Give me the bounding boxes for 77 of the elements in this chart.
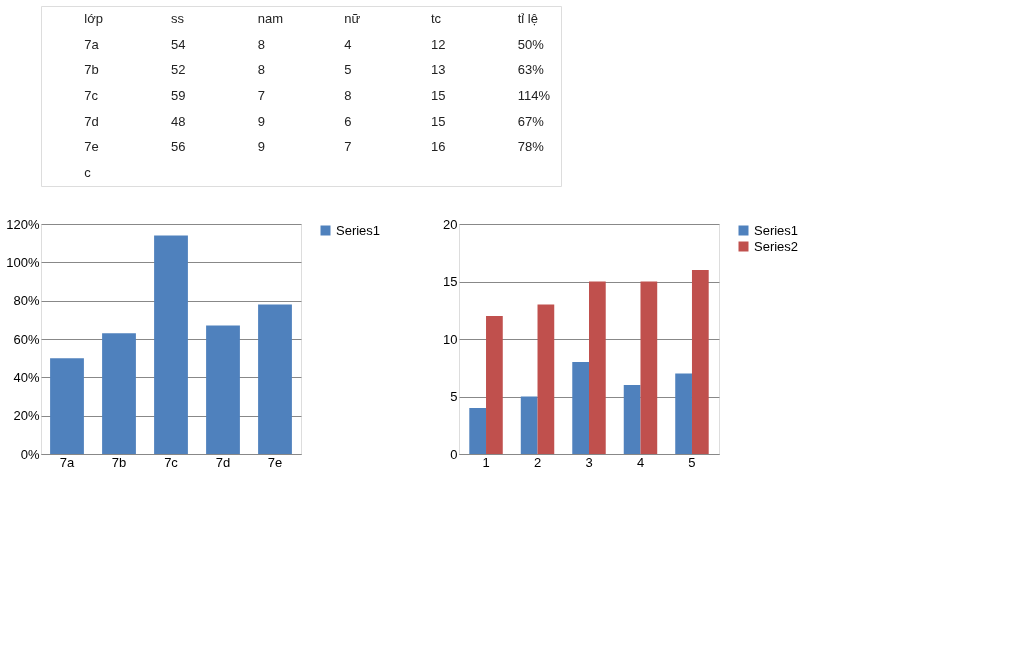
bar <box>691 270 709 454</box>
legend-label: Series2 <box>754 238 799 254</box>
text: 78% <box>517 139 545 155</box>
bar <box>520 396 538 454</box>
text: 5 <box>344 62 352 78</box>
bar <box>486 316 503 454</box>
bar <box>154 235 188 454</box>
text: 59 <box>171 88 186 103</box>
text: 63% <box>517 62 545 78</box>
text: nữ <box>344 10 361 26</box>
text: tỉ lệ <box>517 10 538 26</box>
x-tick-label: 7a <box>59 454 75 470</box>
bar <box>50 358 84 454</box>
bar <box>258 304 292 454</box>
text: tc <box>431 10 442 26</box>
bar <box>675 373 692 454</box>
bar <box>623 385 641 454</box>
y-tick-label: 5 <box>450 389 458 404</box>
text: 48 <box>171 113 186 129</box>
x-tick-label: 7c <box>164 454 179 470</box>
text: 7 <box>257 88 265 103</box>
y-tick-label: 20% <box>13 408 40 424</box>
y-tick-label: 40% <box>13 369 40 385</box>
bar <box>572 362 589 454</box>
bar <box>206 325 240 454</box>
text: 114% <box>517 88 551 103</box>
y-tick-label: 0 <box>450 446 458 462</box>
text: 7b <box>84 62 99 78</box>
text: 8 <box>344 88 352 103</box>
x-tick-label: 7d <box>215 454 231 470</box>
x-tick-label: 1 <box>482 454 490 470</box>
text: nam <box>257 10 283 26</box>
text: 67% <box>517 113 545 129</box>
text: 7c <box>84 88 99 103</box>
text: 7 <box>344 139 352 155</box>
text: 7d <box>84 113 99 129</box>
x-tick-label: 3 <box>585 454 593 470</box>
bar <box>640 281 658 454</box>
x-tick-label: 7b <box>111 454 127 470</box>
y-tick-label: 100% <box>6 254 40 270</box>
text: 16 <box>431 139 446 155</box>
legend-label: Series1 <box>336 222 381 238</box>
text: 54 <box>171 36 186 52</box>
x-tick-label: 5 <box>688 454 696 470</box>
y-tick-label: 10 <box>443 331 458 347</box>
text: 15 <box>431 88 446 103</box>
bar <box>102 333 136 454</box>
bar <box>589 281 606 454</box>
text: 8 <box>257 36 265 52</box>
y-tick-label: 80% <box>13 293 40 309</box>
legend-label: Series1 <box>754 222 799 238</box>
text: 15 <box>431 113 446 129</box>
text: 6 <box>344 113 352 129</box>
x-tick-label: 7e <box>267 454 283 470</box>
text: 52 <box>171 62 186 78</box>
text: 4 <box>344 36 352 52</box>
text: 9 <box>257 139 265 155</box>
text: 12 <box>431 36 446 52</box>
text: lớp <box>84 10 103 26</box>
bar <box>469 408 487 454</box>
text: 7e <box>84 139 99 155</box>
x-tick-label: 4 <box>636 454 645 470</box>
text: 50% <box>517 36 545 52</box>
x-tick-label: 2 <box>533 454 542 470</box>
text: c <box>84 165 92 181</box>
y-tick-label: 15 <box>443 274 458 289</box>
bar <box>537 304 555 454</box>
y-tick-label: 20 <box>443 216 458 232</box>
text: 8 <box>257 62 265 78</box>
text: 13 <box>431 62 446 78</box>
y-tick-label: 120% <box>6 216 40 232</box>
y-tick-label: 0% <box>20 446 40 462</box>
text: 9 <box>257 113 265 129</box>
y-tick-label: 60% <box>13 331 40 347</box>
text: 56 <box>171 139 186 155</box>
text: ss <box>171 10 185 26</box>
text: 7a <box>84 36 100 52</box>
